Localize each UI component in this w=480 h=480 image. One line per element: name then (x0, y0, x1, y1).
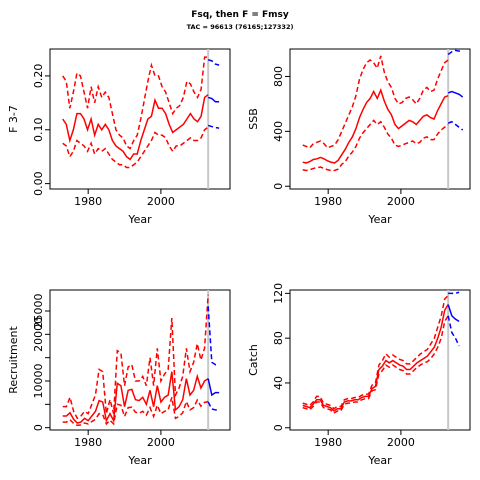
f-projection-upper-line (207, 59, 220, 66)
recruitment-projection-median-line (207, 378, 220, 397)
ssb-x-tick-label: 2000 (387, 195, 415, 208)
catch-projection-upper-line (448, 291, 460, 295)
ssb-projection-lower-line (447, 120, 464, 131)
recruitment-y-axis-label: Recruitment (7, 326, 20, 394)
recruitment-projection-lower-line (207, 401, 220, 411)
f-history-upper-line (62, 56, 209, 150)
figure-subtitle: TAC = 96613 (76165;127332) (186, 23, 294, 31)
catch-y-tick-label: 120 (272, 283, 285, 304)
f-x-tick-label: 2000 (147, 195, 175, 208)
f-x-tick-label: 1980 (74, 195, 102, 208)
catch-history-lower-line (302, 315, 449, 415)
ssb-y-tick-label: 0 (272, 183, 285, 190)
recruitment-x-tick-label: 2000 (147, 436, 175, 449)
catch-history-median-line (302, 304, 449, 412)
ssb-plot-frame (289, 48, 471, 190)
catch-plot-frame (289, 289, 471, 431)
f-y-tick-label: 0.20 (32, 64, 45, 89)
ssb-x-tick-label: 1980 (314, 195, 342, 208)
f-plot-frame (49, 48, 231, 190)
recruitment-x-axis-label: Year (127, 454, 152, 467)
ssb-projection-median-line (447, 90, 464, 98)
catch-x-axis-label: Year (367, 454, 392, 467)
recruitment-projection-upper-line (207, 306, 220, 366)
f-y-tick-label: 0.10 (32, 118, 45, 143)
recruitment-plot-frame (49, 289, 231, 431)
catch-projection-lower-line (447, 315, 460, 347)
ssb-y-tick-label: 800 (272, 66, 285, 87)
f-y-tick-label: 0.00 (32, 171, 45, 196)
ssb-y-axis-label: SSB (247, 108, 260, 130)
recruitment-history-median-line (62, 371, 209, 424)
catch-projection-median-line (447, 304, 460, 322)
catch-x-tick-label: 1980 (314, 436, 342, 449)
catch-y-tick-label: 0 (272, 424, 285, 431)
recruitment-y-tick-label: 20000 (32, 317, 45, 352)
f-x-axis-label: Year (127, 213, 152, 226)
ssb-history-upper-line (302, 55, 449, 149)
ssb-history-median-line (302, 88, 449, 164)
catch-y-axis-label: Catch (247, 344, 260, 376)
figure-title: Fsq, then F = Fmsy (191, 10, 289, 20)
recruitment-y-tick-label: 10000 (32, 364, 45, 399)
f-history-lower-line (62, 126, 209, 169)
catch-x-tick-label: 2000 (387, 436, 415, 449)
ssb-history-lower-line (302, 119, 449, 172)
recruitment-history-upper-line (62, 294, 209, 420)
f-projection-median-line (207, 96, 220, 103)
ssb-projection-upper-line (447, 49, 463, 56)
catch-history-upper-line (302, 295, 449, 410)
f-y-axis-label: F 3-7 (7, 105, 20, 133)
f-projection-lower-line (207, 124, 220, 129)
recruitment-y-tick-label: 25000 (32, 294, 45, 329)
catch-y-tick-label: 80 (272, 331, 285, 345)
recruitment-x-tick-label: 1980 (74, 436, 102, 449)
ssb-y-tick-label: 400 (272, 121, 285, 142)
recruitment-history-lower-line (62, 397, 209, 427)
catch-y-tick-label: 40 (272, 376, 285, 390)
recruitment-y-tick-label: 0 (32, 424, 45, 431)
ssb-x-axis-label: Year (367, 213, 392, 226)
f-history-median-line (62, 94, 209, 161)
